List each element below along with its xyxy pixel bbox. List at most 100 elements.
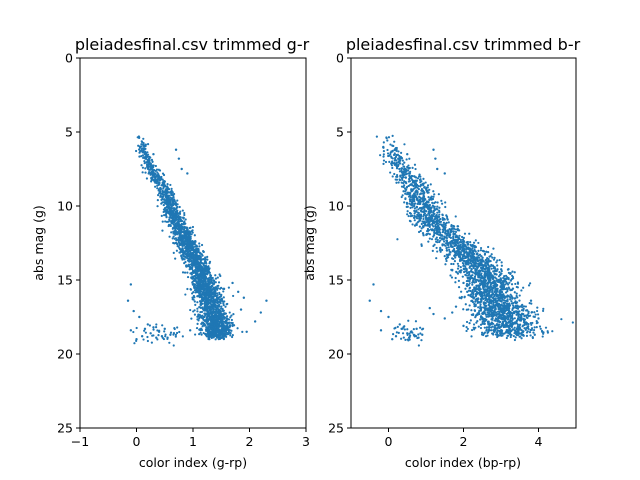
scatter-point [389, 143, 392, 146]
scatter-point [203, 260, 207, 263]
scatter-point [504, 307, 508, 310]
scatter-point [510, 300, 513, 303]
scatter-point [489, 283, 492, 287]
scatter-point [473, 248, 476, 252]
scatter-point [422, 177, 425, 180]
scatter-point [431, 249, 434, 252]
scatter-point [222, 309, 225, 312]
scatter-point [199, 259, 202, 262]
scatter-point [187, 237, 190, 241]
scatter-point [185, 265, 188, 268]
scatter-point [211, 314, 214, 318]
scatter-point [222, 336, 225, 339]
scatter-point [200, 322, 203, 325]
scatter-point [382, 162, 385, 165]
scatter-point [415, 217, 419, 220]
scatter-point [144, 143, 147, 147]
scatter-point [174, 257, 177, 260]
scatter-point [205, 316, 208, 319]
scatter-point [497, 326, 500, 329]
scatter-point [170, 231, 173, 234]
scatter-point [183, 213, 186, 217]
scatter-point [221, 333, 224, 336]
scatter-point [170, 211, 173, 214]
scatter-point [395, 181, 398, 184]
scatter-point [161, 189, 164, 192]
scatter-point [155, 326, 158, 329]
scatter-point [182, 237, 185, 240]
scatter-point [157, 181, 160, 184]
scatter-point [428, 214, 431, 217]
scatter-point [185, 229, 188, 232]
scatter-point [491, 274, 494, 277]
scatter-point [473, 262, 476, 265]
scatter-point [178, 215, 181, 218]
scatter-point [514, 336, 517, 339]
scatter-point [418, 195, 421, 198]
scatter-point [461, 275, 464, 278]
scatter-point [205, 309, 208, 312]
scatter-point [223, 312, 226, 315]
scatter-point [180, 254, 183, 258]
scatter-point [143, 151, 146, 154]
scatter-point [440, 199, 443, 202]
scatter-point [507, 268, 510, 271]
scatter-point [458, 234, 461, 237]
scatter-point [198, 328, 201, 331]
scatter-point [149, 171, 152, 174]
scatter-point [402, 172, 405, 175]
scatter-point [210, 291, 213, 294]
scatter-point [141, 154, 145, 157]
scatter-point [410, 189, 413, 192]
scatter-point [509, 317, 513, 320]
scatter-point [439, 234, 442, 237]
scatter-point [193, 274, 196, 278]
scatter-point [156, 199, 159, 202]
scatter-point [140, 147, 143, 151]
scatter-point [160, 214, 163, 217]
scatter-point [454, 215, 457, 218]
scatter-point [196, 310, 199, 313]
scatter-point [512, 304, 515, 307]
scatter-point [183, 226, 187, 229]
scatter-point [173, 231, 176, 234]
scatter-point [420, 210, 423, 213]
scatter-point [467, 308, 470, 311]
scatter-point [218, 333, 221, 336]
scatter-point [146, 153, 150, 156]
scatter-point [532, 331, 535, 334]
scatter-point [516, 301, 519, 304]
scatter-point [215, 321, 219, 324]
scatter-point [201, 317, 205, 320]
scatter-point [152, 169, 155, 172]
scatter-point [512, 306, 515, 310]
scatter-point [427, 217, 430, 220]
scatter-point [214, 333, 217, 336]
scatter-point [182, 221, 186, 224]
scatter-point [144, 331, 147, 334]
scatter-point [470, 313, 473, 316]
scatter-point [476, 312, 479, 315]
scatter-point [190, 245, 193, 248]
scatter-point [473, 289, 476, 293]
scatter-point [471, 289, 474, 292]
scatter-point [538, 325, 542, 328]
scatter-point [436, 232, 439, 236]
scatter-point [433, 243, 436, 246]
scatter-point [171, 191, 174, 194]
scatter-point [183, 211, 186, 215]
scatter-point [499, 286, 502, 289]
scatter-point [474, 298, 477, 301]
scatter-point [197, 313, 200, 316]
scatter-point [229, 331, 232, 334]
scatter-point [224, 334, 227, 337]
scatter-point [224, 319, 228, 322]
scatter-point [237, 290, 240, 294]
scatter-point [438, 240, 441, 244]
scatter-point [457, 279, 460, 282]
scatter-point [504, 296, 507, 299]
scatter-point [227, 286, 230, 289]
scatter-point [201, 258, 204, 261]
scatter-point [142, 338, 145, 341]
scatter-point [173, 208, 176, 211]
